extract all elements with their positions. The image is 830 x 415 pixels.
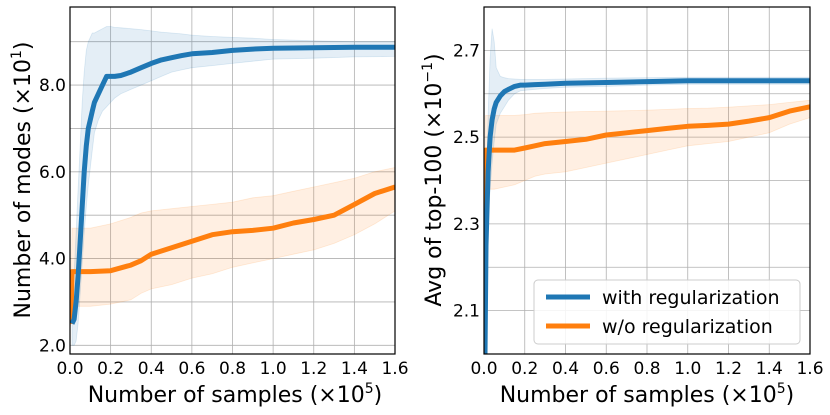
right-x-tick-labels: 0.0 0.2 0.4 0.6 0.8 1.0 1.2 1.4 1.6	[470, 359, 823, 379]
right-y-tick-3: 2.7	[453, 41, 480, 61]
right-x-tick-8: 1.6	[796, 359, 823, 379]
left-x-tick-0: 0.0	[56, 359, 83, 379]
right-x-tick-4: 0.8	[633, 359, 660, 379]
left-x-tick-5: 1.0	[260, 359, 287, 379]
left-y-tick-3: 8.0	[39, 76, 66, 96]
left-x-tick-labels: 0.0 0.2 0.4 0.6 0.8 1.0 1.2 1.4 1.6	[56, 359, 408, 379]
right-y-tick-0: 2.1	[453, 302, 480, 322]
right-x-tick-6: 1.2	[715, 359, 742, 379]
right-y-axis-label: Avg of top-100 (×10−1)	[420, 53, 447, 306]
right-x-tick-1: 0.2	[511, 359, 538, 379]
left-y-tick-1: 4.0	[39, 250, 66, 270]
left-x-tick-1: 0.2	[97, 359, 124, 379]
left-grid	[69, 7, 396, 354]
left-x-tick-8: 1.6	[381, 359, 408, 379]
right-band-without-reg	[484, 99, 810, 354]
right-y-tick-2: 2.5	[453, 128, 480, 148]
right-line-with-reg	[484, 78, 810, 354]
left-x-axis-label: Number of samples (×105)	[88, 381, 383, 408]
right-band-with-reg	[484, 28, 810, 354]
left-y-tick-labels: 2.0 4.0 6.0 8.0	[39, 76, 66, 356]
legend-box	[533, 279, 801, 345]
right-x-tick-0: 0.0	[470, 359, 497, 379]
left-line-with-reg	[70, 44, 395, 325]
right-x-tick-7: 1.4	[756, 359, 783, 379]
left-x-tick-7: 1.4	[341, 359, 368, 379]
left-y-tick-0: 2.0	[39, 336, 66, 356]
right-x-tick-3: 0.6	[593, 359, 620, 379]
left-confidence-bands	[70, 26, 395, 346]
left-x-tick-3: 0.6	[178, 359, 205, 379]
left-series-lines	[70, 44, 395, 325]
right-x-tick-5: 1.0	[674, 359, 701, 379]
legend-label-without-reg: w/o regularization	[602, 316, 773, 338]
left-chart-modes: 0.0 0.2 0.4 0.6 0.8 1.0 1.2 1.4 1.6 2.0 4.0 6.0 8.0…	[9, 6, 409, 408]
right-confidence-bands	[484, 28, 810, 354]
right-y-tick-labels: 2.1 2.3 2.5 2.7	[453, 41, 480, 321]
left-line-without-reg	[70, 184, 395, 325]
right-chart-top100: 0.0 0.2 0.4 0.6 0.8 1.0 1.2 1.4 1.6 2.1 2.3 2.5 2.7…	[420, 6, 824, 408]
right-x-tick-2: 0.4	[552, 359, 579, 379]
right-line-without-reg	[484, 104, 810, 354]
left-y-axis-label: Number of modes (×101)	[9, 42, 36, 319]
left-x-tick-2: 0.4	[138, 359, 165, 379]
right-y-tick-1: 2.3	[453, 215, 480, 235]
left-axes-frame	[69, 6, 396, 355]
legend-label-with-reg: with regularization	[602, 287, 780, 309]
right-series-lines	[484, 78, 810, 354]
right-axes-frame	[483, 6, 811, 355]
left-x-tick-6: 1.2	[300, 359, 327, 379]
left-band-with-reg	[71, 26, 395, 346]
left-y-tick-2: 6.0	[39, 163, 66, 183]
left-band-without-reg	[70, 167, 395, 329]
left-x-tick-4: 0.8	[219, 359, 246, 379]
right-x-axis-label: Number of samples (×105)	[500, 381, 795, 408]
legend: with regularization w/o regularization	[533, 279, 801, 345]
